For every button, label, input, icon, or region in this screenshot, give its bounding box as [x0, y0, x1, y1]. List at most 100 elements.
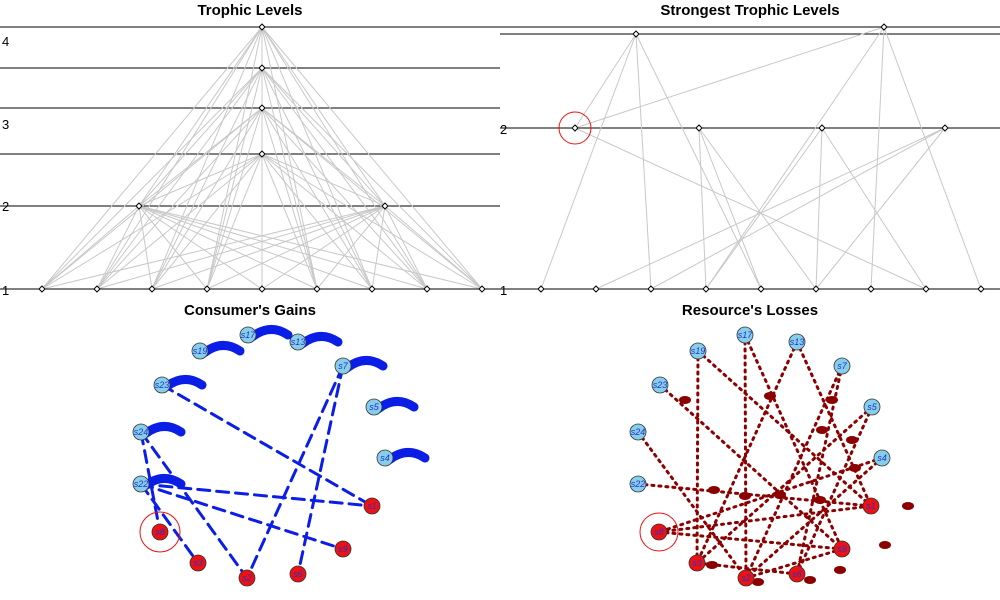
resource-node — [737, 569, 755, 587]
loss-blob — [846, 436, 858, 444]
food-web-edge — [384, 205, 483, 290]
species-label: s19 — [193, 346, 208, 356]
species-node — [880, 23, 888, 31]
resource-node — [334, 540, 352, 558]
food-web-edge — [635, 33, 762, 290]
food-web-edge — [698, 127, 817, 290]
consumer-node — [629, 423, 647, 441]
food-web-edge — [261, 26, 428, 290]
species-label: s4 — [877, 453, 887, 463]
gain-loop — [199, 341, 245, 358]
species-node — [258, 150, 266, 158]
species-node — [922, 285, 930, 293]
food-web-edge — [138, 205, 263, 290]
species-node — [313, 285, 321, 293]
species-label: s22 — [134, 479, 149, 489]
consumer-node — [376, 449, 394, 467]
species-node — [93, 285, 101, 293]
species-label: s23 — [653, 380, 668, 390]
species-node — [381, 202, 389, 210]
species-label: s22 — [631, 479, 646, 489]
species-label: s23 — [155, 380, 170, 390]
resource-node — [363, 497, 381, 515]
food-web-edge — [206, 26, 263, 290]
consumers-gains-panel: Consumer's Gains s19 s17 s13 s7 s23 s5 s24 s4 s2… — [0, 300, 500, 600]
species-label: s6 — [293, 569, 303, 579]
loss-blob — [706, 561, 718, 569]
gain-loop — [342, 356, 388, 373]
species-label: s13 — [291, 337, 306, 347]
resource-node — [151, 523, 169, 541]
food-web-edge — [206, 67, 263, 290]
resource-node — [238, 569, 256, 587]
loss-edge — [658, 383, 844, 551]
species-node — [818, 124, 826, 132]
food-web-edge — [151, 67, 263, 290]
species-node — [135, 202, 143, 210]
gain-loop — [373, 397, 419, 414]
food-web-edge — [261, 67, 386, 207]
food-web-edge — [574, 26, 885, 129]
species-label: s2 — [741, 573, 751, 583]
species-node — [592, 285, 600, 293]
loss-blob — [752, 578, 764, 586]
food-web-edge — [261, 26, 373, 290]
loss-blob — [814, 496, 826, 504]
food-web-edge — [261, 153, 373, 290]
gain-loop — [161, 375, 207, 392]
species-node — [258, 285, 266, 293]
loss-edge — [795, 405, 874, 576]
food-web-edge — [151, 205, 386, 290]
species-node — [941, 124, 949, 132]
species-node — [702, 285, 710, 293]
food-web-edge — [705, 26, 885, 290]
loss-edge — [695, 340, 799, 565]
gain-edge — [139, 482, 345, 551]
loss-edge — [695, 405, 874, 565]
consumer-node — [132, 475, 150, 493]
food-web-edge — [261, 26, 318, 290]
loss-edge — [636, 482, 873, 508]
level-label-2: 2 — [500, 122, 507, 137]
species-label: s3 — [692, 558, 702, 568]
loss-blob — [764, 392, 776, 400]
food-web-edge — [41, 67, 263, 290]
food-web-edge — [41, 205, 140, 290]
level-label-3: 3 — [2, 117, 9, 132]
consumer-node — [239, 326, 257, 344]
gain-edge — [139, 430, 249, 580]
food-web-edge — [261, 153, 386, 207]
species-label: s1 — [367, 501, 377, 511]
food-web-edge — [96, 205, 386, 290]
food-web-edge — [138, 26, 263, 207]
species-node — [258, 23, 266, 31]
consumers-gains-title: Consumer's Gains — [184, 302, 316, 319]
loss-blob — [826, 396, 838, 404]
food-web-edge — [138, 205, 153, 290]
gain-edge — [296, 364, 345, 576]
food-web-edge — [96, 107, 263, 290]
food-web-edge — [96, 153, 263, 290]
food-web-edge — [261, 67, 373, 290]
food-web-edge — [705, 127, 823, 290]
food-web-edge — [261, 107, 318, 290]
resource-node — [189, 554, 207, 572]
resource-node — [788, 565, 806, 583]
consumer-node — [334, 357, 352, 375]
consumer-node — [365, 398, 383, 416]
food-web-edge — [650, 127, 946, 290]
species-node — [258, 104, 266, 112]
food-web-edge — [261, 153, 428, 290]
food-web-edge — [206, 107, 263, 290]
species-label: s5 — [867, 402, 878, 412]
resource-node — [688, 554, 706, 572]
loss-blob — [804, 576, 816, 584]
species-label: s24 — [134, 427, 149, 437]
food-web-edge — [261, 67, 428, 290]
food-web-edge — [138, 153, 263, 207]
consumer-node — [689, 342, 707, 360]
species-node — [423, 285, 431, 293]
food-web-edge — [261, 205, 386, 290]
species-node — [812, 285, 820, 293]
food-web-edge — [821, 127, 927, 290]
